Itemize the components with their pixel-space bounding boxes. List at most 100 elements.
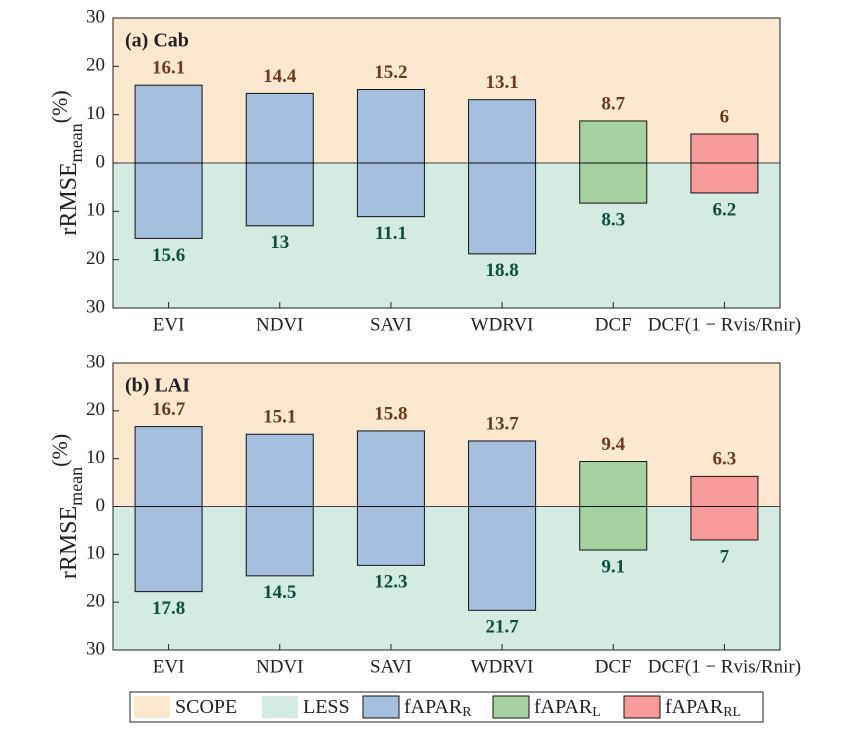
bar <box>468 506 537 611</box>
value-label: 14.5 <box>263 582 296 603</box>
value-label: 7 <box>720 546 730 567</box>
plot-frame <box>112 362 781 651</box>
bar <box>134 506 203 593</box>
value-label: 6.3 <box>713 449 737 470</box>
y-tick-label: 10 <box>86 543 105 564</box>
y-label-sub: mean <box>66 467 86 506</box>
x-tick-label: SAVI <box>370 656 412 677</box>
legend-text: SCOPE <box>175 696 237 718</box>
scope-region <box>113 18 780 163</box>
legend-sub: RL <box>723 705 741 720</box>
bar <box>245 506 314 577</box>
bar <box>134 162 203 239</box>
value-label: 16.7 <box>152 399 186 420</box>
legend-label: LESS <box>303 696 350 718</box>
scope-region <box>113 363 780 507</box>
panel-label: (b) LAI <box>125 375 190 397</box>
legend-text: LESS <box>303 696 350 718</box>
bar <box>356 430 425 508</box>
bar <box>245 433 314 507</box>
value-label: 18.8 <box>485 260 518 281</box>
bar <box>245 162 314 227</box>
y-tick-label: 20 <box>86 399 105 420</box>
y-label-suffix: (%) <box>47 90 72 123</box>
x-tick-label: NDVI <box>256 314 304 335</box>
legend-swatch <box>492 695 530 719</box>
legend-swatch <box>362 695 400 719</box>
value-label: 13.1 <box>485 72 518 93</box>
y-label-main: rRMSE <box>56 506 82 579</box>
x-tick-label: DCF <box>595 656 632 677</box>
legend-swatch <box>134 696 170 718</box>
y-tick-label: 20 <box>86 55 105 76</box>
value-label: 14.4 <box>263 66 297 87</box>
bar <box>579 120 648 164</box>
value-label: 12.3 <box>374 572 407 593</box>
value-label: 6 <box>720 106 730 127</box>
x-tick-label: EVI <box>153 656 185 677</box>
bar <box>245 92 314 164</box>
y-tick-label: 10 <box>86 103 105 124</box>
x-tick-label: WDRVI <box>471 314 534 335</box>
x-tick-label: EVI <box>153 314 185 335</box>
bar <box>690 162 759 194</box>
less-region <box>113 163 780 308</box>
x-tick-label: DCF(1 − Rvis/Rnir) <box>648 314 801 335</box>
legend-text: fAPAR <box>534 696 593 718</box>
bar <box>134 426 203 508</box>
y-label-sub: mean <box>66 123 86 162</box>
bar <box>579 461 648 507</box>
bar <box>579 162 648 204</box>
value-label: 13 <box>270 232 289 253</box>
bar <box>134 84 203 164</box>
value-label: 9.1 <box>601 556 625 577</box>
value-label: 16.1 <box>152 58 185 79</box>
bar <box>690 133 759 164</box>
plot-frame <box>112 17 781 309</box>
x-tick-label: DCF <box>595 314 632 335</box>
legend-text: fAPAR <box>404 696 463 718</box>
y-tick-label: 30 <box>86 296 105 317</box>
legend-swatch <box>262 696 298 718</box>
bar <box>356 506 425 566</box>
bar <box>468 99 537 164</box>
panel-label: (a) Cab <box>125 30 189 52</box>
y-tick-label: 10 <box>86 447 105 468</box>
value-label: 21.7 <box>485 617 519 638</box>
value-label: 8.3 <box>601 209 625 230</box>
value-label: 6.2 <box>713 199 737 220</box>
bar <box>690 475 759 507</box>
bar <box>468 162 537 255</box>
y-tick-label: 20 <box>86 248 105 269</box>
legend-sub: L <box>592 705 601 720</box>
value-label: 11.1 <box>375 223 407 244</box>
legend-label: fAPARR <box>404 696 472 721</box>
y-tick-label: 10 <box>86 200 105 221</box>
y-tick-label: 0 <box>96 495 106 516</box>
bar <box>579 506 648 551</box>
legend-label: SCOPE <box>175 696 237 718</box>
value-label: 13.7 <box>485 413 519 434</box>
legend-text: fAPAR <box>665 696 724 718</box>
value-label: 15.2 <box>374 62 407 83</box>
x-tick-label: SAVI <box>370 314 412 335</box>
y-tick-label: 20 <box>86 591 105 612</box>
value-label: 15.6 <box>152 245 185 266</box>
value-label: 15.8 <box>374 403 407 424</box>
y-label-main: rRMSE <box>56 162 82 235</box>
y-tick-label: 0 <box>96 151 106 172</box>
value-label: 15.1 <box>263 407 296 428</box>
bar <box>690 506 759 541</box>
x-tick-label: DCF(1 − Rvis/Rnir) <box>648 656 801 677</box>
legend-swatch <box>623 695 661 719</box>
bar <box>356 162 425 218</box>
legend-label: fAPARRL <box>665 696 741 721</box>
bar <box>356 89 425 164</box>
y-tick-label: 30 <box>86 6 105 27</box>
y-axis-label: rRMSEmean(%) <box>47 90 86 235</box>
y-tick-label: 30 <box>86 638 105 659</box>
y-axis-label: rRMSEmean(%) <box>47 434 86 579</box>
value-label: 8.7 <box>601 93 625 114</box>
